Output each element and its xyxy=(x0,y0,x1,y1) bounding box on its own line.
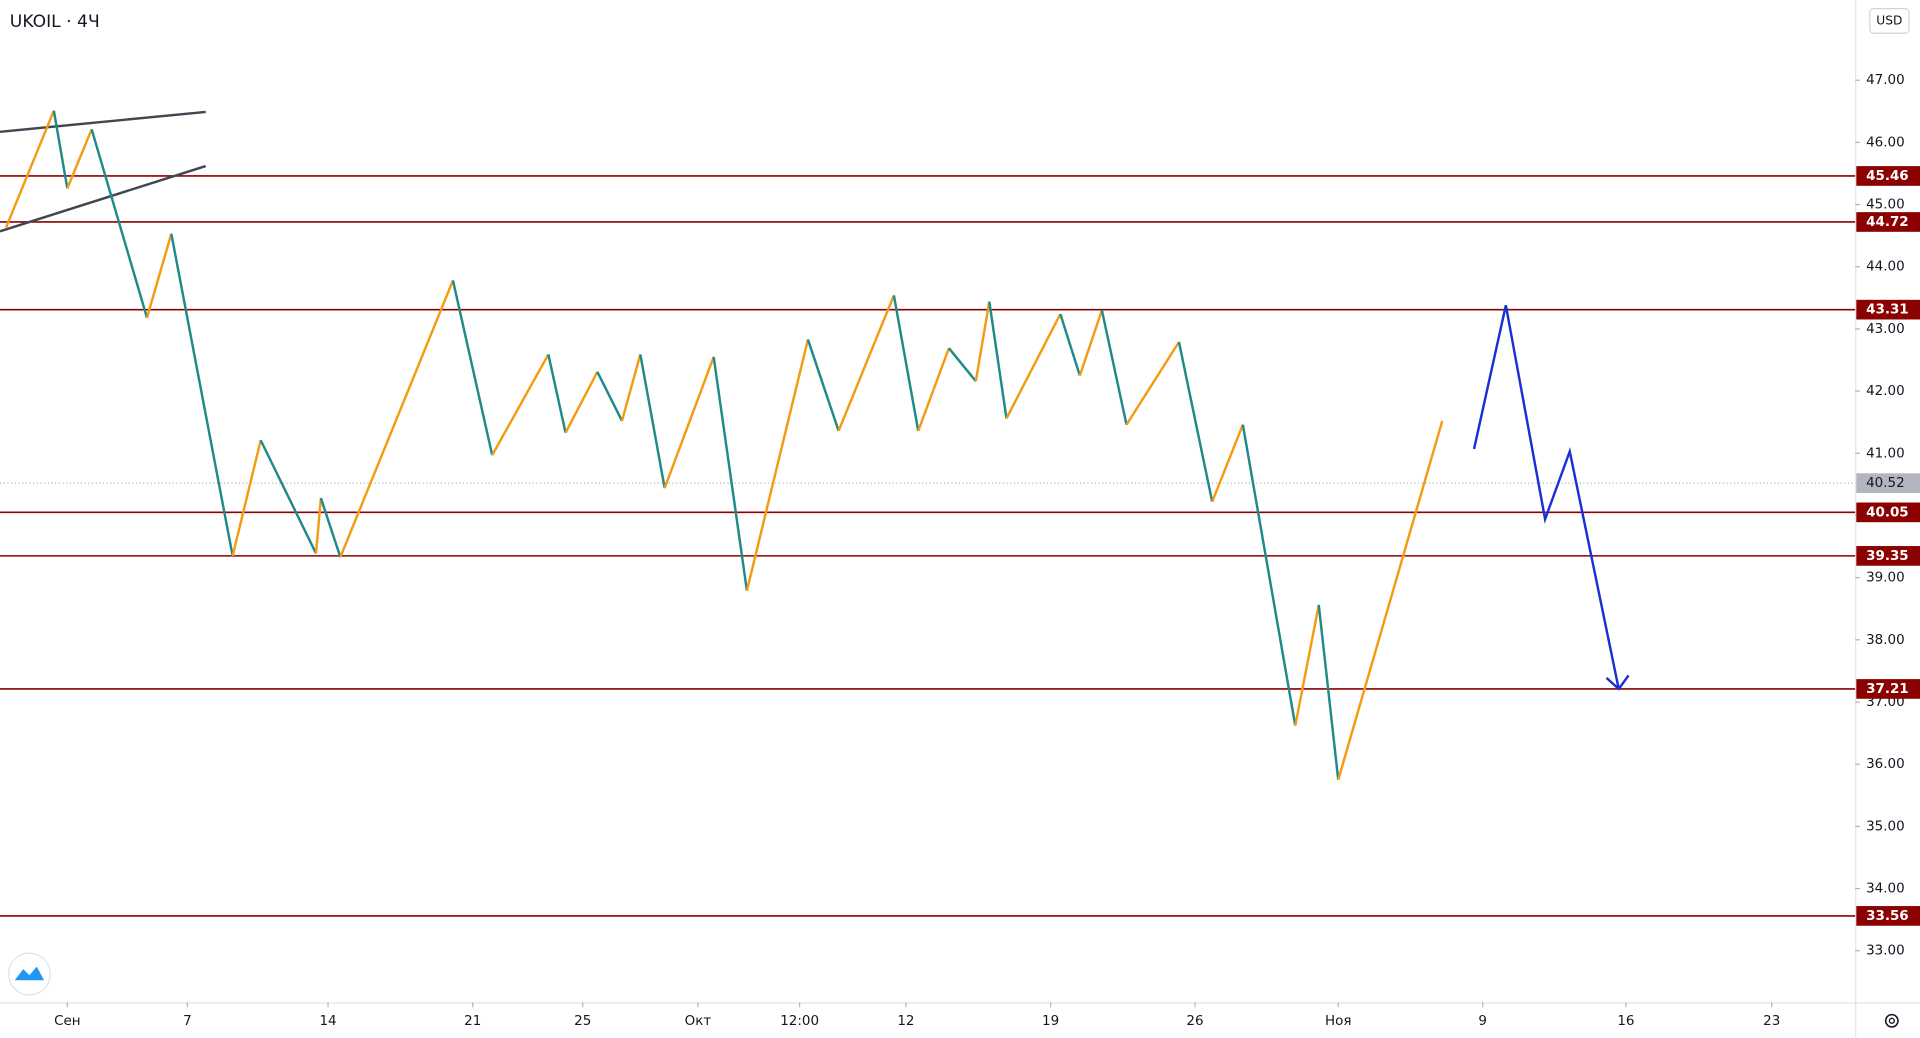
zigzag-segment xyxy=(712,356,749,591)
x-tick-label: 19 xyxy=(1042,1013,1059,1029)
y-tick-label: 42.00 xyxy=(1866,383,1905,399)
zigzag-segment xyxy=(892,295,920,432)
zigzag-segment xyxy=(90,128,149,319)
currency: USD xyxy=(1876,13,1902,27)
zigzag-segment xyxy=(596,371,624,422)
settings-icon[interactable] xyxy=(1884,1013,1899,1028)
zigzag-segment xyxy=(1241,424,1297,726)
x-tick-label: 16 xyxy=(1617,1013,1634,1029)
zigzag-segment xyxy=(1177,341,1214,503)
zigzag-segment xyxy=(547,354,567,434)
y-tick-label: 47.00 xyxy=(1866,72,1905,88)
x-tick-label: 9 xyxy=(1478,1013,1487,1029)
level-label: 43.31 xyxy=(1866,302,1909,318)
y-tick-label: 36.00 xyxy=(1866,756,1905,772)
level-box xyxy=(1856,166,1920,186)
level-box xyxy=(1856,906,1920,926)
level-label: 40.05 xyxy=(1866,504,1909,520)
forecast-path xyxy=(1472,305,1620,690)
level-box xyxy=(1856,299,1920,320)
x-tick-label: 21 xyxy=(464,1013,481,1029)
y-tick-label: 44.00 xyxy=(1866,259,1905,275)
zigzag-segment xyxy=(4,110,55,229)
zigzag-segment xyxy=(988,301,1008,419)
zigzag-segment xyxy=(66,128,93,189)
level-box xyxy=(1856,679,1920,699)
logo xyxy=(7,952,51,996)
zigzag-segment xyxy=(806,339,840,432)
zigzag-segment xyxy=(837,294,896,432)
zigzag-segment xyxy=(639,354,666,489)
x-tick-label: Сен xyxy=(54,1013,80,1029)
zigzag-segment xyxy=(745,339,810,591)
y-tick-label: 38.00 xyxy=(1866,632,1905,648)
zigzag-segment xyxy=(339,279,455,558)
zigzag-segment xyxy=(231,439,262,557)
x-tick-label: 12:00 xyxy=(780,1013,819,1029)
y-tick-label: 35.00 xyxy=(1866,818,1905,834)
y-tick-label: 39.00 xyxy=(1866,570,1905,586)
x-tick-label: Окт xyxy=(685,1013,712,1029)
zigzag-segment xyxy=(917,347,951,432)
x-tick-label: 7 xyxy=(183,1013,192,1029)
zigzag-segment xyxy=(319,497,342,558)
level-label: 45.46 xyxy=(1866,168,1909,184)
chart-title: UKOIL · 4Ч xyxy=(10,12,100,32)
trend-line xyxy=(0,164,207,233)
zigzag-segment xyxy=(974,301,991,382)
zigzag-segment xyxy=(314,497,323,554)
y-tick-label: 33.00 xyxy=(1866,943,1905,959)
zigzag-segment xyxy=(491,353,550,456)
current-price-box xyxy=(1856,473,1920,493)
zigzag-segment xyxy=(663,356,715,489)
x-tick-label: 14 xyxy=(319,1013,336,1029)
zigzag-segment xyxy=(145,233,173,319)
zigzag-segment xyxy=(564,371,599,434)
zigzag-segment xyxy=(1294,604,1320,726)
trend-line xyxy=(0,110,206,134)
zigzag-segment xyxy=(52,110,69,189)
x-tick-label: 12 xyxy=(897,1013,914,1029)
zigzag-segment xyxy=(620,354,642,422)
x-tick-label: Ноя xyxy=(1325,1013,1351,1029)
zigzag-segment xyxy=(1317,604,1340,780)
currency-box[interactable] xyxy=(1869,7,1910,34)
current-price-label: 40.52 xyxy=(1866,475,1905,491)
y-tick-label: 43.00 xyxy=(1866,321,1905,337)
level-box xyxy=(1856,546,1920,566)
level-label: 44.72 xyxy=(1866,214,1909,230)
level-box xyxy=(1856,502,1920,523)
zigzag-segment xyxy=(451,280,494,456)
x-tick-label: 26 xyxy=(1186,1013,1203,1029)
zigzag-segment xyxy=(1078,309,1104,376)
zigzag-segment xyxy=(947,347,977,382)
y-tick-label: 46.00 xyxy=(1866,134,1905,150)
zigzag-segment xyxy=(1211,424,1244,503)
level-label: 37.21 xyxy=(1866,681,1909,697)
zigzag-segment xyxy=(1337,420,1444,781)
y-tick-label: 34.00 xyxy=(1866,881,1905,897)
zigzag-segment xyxy=(170,233,234,557)
level-label: 39.35 xyxy=(1866,548,1909,564)
zigzag-segment xyxy=(1005,313,1062,420)
x-tick-label: 23 xyxy=(1763,1013,1780,1029)
y-tick-label: 41.00 xyxy=(1866,445,1905,461)
level-box xyxy=(1856,212,1920,232)
zigzag-segment xyxy=(1059,313,1081,376)
zigzag-segment xyxy=(259,439,318,554)
x-tick-label: 25 xyxy=(574,1013,591,1029)
level-label: 33.56 xyxy=(1866,908,1909,924)
y-tick-label: 45.00 xyxy=(1866,197,1905,213)
zigzag-segment xyxy=(1100,310,1128,425)
zigzag-segment xyxy=(1125,341,1180,426)
forecast-arrowhead xyxy=(1605,674,1630,691)
